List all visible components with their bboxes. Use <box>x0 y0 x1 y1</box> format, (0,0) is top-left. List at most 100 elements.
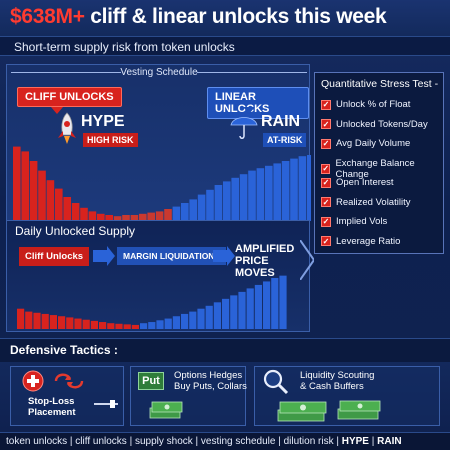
cash-stack-icon <box>337 400 381 420</box>
supply-cliff-bar <box>131 324 139 329</box>
linear-bar <box>256 168 265 221</box>
linear-bar <box>265 165 273 221</box>
stress-item-label: Avg Daily Volume <box>336 138 411 149</box>
flow-cliff-unlocks: Cliff Unlocks <box>19 247 90 266</box>
linear-bar <box>231 177 239 221</box>
title-amount: $638M+ <box>10 5 85 28</box>
supply-cliff-bar <box>66 317 74 329</box>
supply-cliff-bar <box>74 318 82 329</box>
liquidity-line1: Liquidity Scouting <box>300 370 375 381</box>
supply-cliff-bar <box>41 313 49 329</box>
stop-loss-line2: Placement <box>28 407 76 418</box>
supply-cliff-bar <box>58 316 66 329</box>
supply-cliff-bar <box>99 322 107 329</box>
stress-item: ✓ Unlocked Tokens/Day <box>321 119 428 130</box>
liquidity-line2: & Cash Buffers <box>300 381 364 392</box>
linear-bar <box>214 185 223 221</box>
cliff-token-name: HYPE <box>81 113 125 130</box>
transition-bar <box>130 215 139 221</box>
supply-linear-bar <box>238 291 246 329</box>
stress-test-title: Quantitative Stress Test - <box>321 78 439 90</box>
cliff-bar <box>29 161 38 221</box>
subtitle-bar: Short-term supply risk from token unlock… <box>0 36 450 56</box>
transition-bar <box>164 209 172 221</box>
cliff-bar <box>38 170 46 221</box>
stop-loss-line1: Stop-Loss <box>28 396 75 407</box>
supply-cliff-bar <box>107 323 115 329</box>
put-label: Put <box>142 375 160 387</box>
supply-cliff-bar <box>25 311 33 329</box>
checkbox-icon: ✓ <box>321 99 331 110</box>
linear-bar <box>189 199 197 221</box>
stress-item: ✓ Unlock % of Float <box>321 99 410 110</box>
supply-linear-bar <box>254 284 262 329</box>
transition-bar <box>147 212 155 221</box>
checkbox-icon: ✓ <box>321 177 331 188</box>
supply-cliff-bar <box>115 323 123 329</box>
linear-token-name: RAIN <box>261 113 301 130</box>
options-line1: Options Hedges <box>174 370 243 381</box>
linear-unlocks-tag: LINEAR UNLOCKS <box>207 87 309 119</box>
cash-stack-icon <box>277 401 327 422</box>
daily-supply-panel: Daily Unlocked Supply Cliff Unlocks MARG… <box>6 220 310 332</box>
checkbox-icon: ✓ <box>321 197 331 207</box>
linear-bar <box>248 170 256 221</box>
title-text: cliff & linear unlocks this week <box>84 5 387 28</box>
cliff-bar <box>97 213 105 221</box>
cliff-unlocks-tag: CLIFF UNLOCKS <box>17 87 122 107</box>
flow-margin-liquidations: MARGIN LIQUIDATIONS <box>117 247 227 265</box>
supply-linear-bar <box>156 320 164 329</box>
supply-linear-bar <box>197 308 205 329</box>
footer-bar: token unlocks | cliff unlocks | supply s… <box>0 432 450 450</box>
flow-arrow-2 <box>213 246 235 266</box>
stress-item-label: Unlock % of Float <box>336 99 411 110</box>
stress-item-label: Realized Volatility <box>336 196 411 208</box>
linear-bar <box>223 181 231 221</box>
linear-bar <box>181 203 189 221</box>
supply-cliff-bar <box>33 312 41 329</box>
stress-item: ✓ Avg Daily Volume <box>321 138 410 149</box>
stress-item: ✓ Exchange Balance Change <box>321 158 443 180</box>
cliff-bar <box>63 197 71 221</box>
linear-risk-badge: AT-RISK <box>263 133 307 147</box>
cliff-bar <box>80 207 88 221</box>
stress-item: ✓ Leverage Ratio <box>321 236 400 247</box>
stress-item: ✓ Implied Vols <box>321 216 387 227</box>
checkbox-icon: ✓ <box>321 236 331 246</box>
options-line2: Buy Puts, Collars <box>174 381 247 392</box>
stress-item-label: Unlocked Tokens/Day <box>336 118 428 130</box>
linear-bar <box>281 161 290 221</box>
vesting-panel: Vesting Schedule CLIFF UNLOCKS LINEAR UN… <box>6 64 311 224</box>
cliff-bar <box>71 203 80 221</box>
supply-linear-bar <box>189 311 197 329</box>
cliff-bar <box>105 215 113 221</box>
cliff-bar <box>13 146 21 221</box>
supply-linear-bar <box>279 275 287 329</box>
daily-supply-title: Daily Unlocked Supply <box>15 224 136 238</box>
stop-loss-label: Stop-Loss Placement <box>28 396 76 418</box>
supply-linear-bar <box>222 298 230 329</box>
linear-bar <box>290 158 298 221</box>
checkbox-icon: ✓ <box>321 138 331 149</box>
linear-bar <box>197 194 206 221</box>
supply-linear-bar <box>213 302 221 329</box>
stress-item-label: Open Interest <box>336 177 394 188</box>
cash-stack-icon <box>149 401 183 419</box>
linear-bar <box>307 155 311 221</box>
supply-cliff-bar <box>123 324 131 329</box>
cycle-arrows-icon <box>54 373 84 389</box>
cliff-bar <box>21 151 29 221</box>
vesting-label: Vesting Schedule <box>120 67 198 78</box>
transition-bar <box>122 215 130 221</box>
linear-bar <box>172 206 181 221</box>
cliff-risk-badge: HIGH RISK <box>83 133 138 147</box>
defensive-title-bar: Defensive Tactics : <box>0 338 450 362</box>
flow-amplified-price-moves: AMPLIFIED PRICE MOVES <box>235 243 309 279</box>
linear-bar <box>206 189 214 221</box>
supply-linear-bar <box>263 281 271 329</box>
umbrella-icon <box>230 117 258 139</box>
flow-amplified-line1: AMPLIFIED <box>235 243 295 255</box>
supply-cliff-bar <box>82 319 90 329</box>
stress-item-label: Implied Vols <box>336 216 388 227</box>
